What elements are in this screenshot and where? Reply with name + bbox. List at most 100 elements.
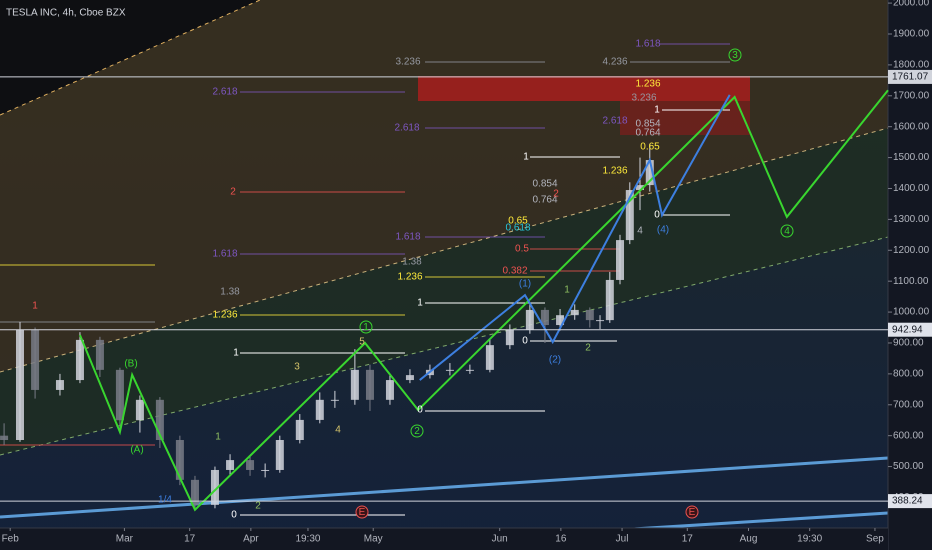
annotation: 2 (230, 187, 236, 198)
annotation: 0.854 (635, 119, 660, 130)
price-tag (888, 69, 932, 84)
price-tag-label: 388.24 (892, 496, 923, 507)
candle-body (31, 330, 40, 390)
y-tick-label: 900.00 (893, 338, 924, 349)
annotation: 4 (637, 226, 643, 237)
candle-body (246, 460, 255, 470)
candle-body (570, 309, 579, 316)
annotation: 3.236 (631, 93, 656, 104)
wave-marker-label: 3 (732, 50, 738, 61)
annotation: 0.764 (635, 128, 660, 139)
annotation: 2.618 (212, 87, 237, 98)
annotation: 0.65 (508, 216, 528, 227)
candle-body (485, 345, 494, 370)
dark-corner (0, 0, 260, 115)
y-tick-label: 1800.00 (893, 60, 930, 71)
annotation: (B) (124, 359, 137, 370)
candle-body (155, 399, 164, 440)
candle-body (405, 375, 414, 381)
annotation: 0 (231, 510, 237, 521)
y-tick-label: 1300.00 (893, 214, 930, 225)
candle-body (540, 309, 549, 326)
candle-body (115, 369, 124, 421)
annotation: 1 (32, 301, 38, 312)
annotation: 1.236 (602, 166, 627, 177)
annotation: 0 (654, 210, 660, 221)
wave-marker-label: 1 (363, 322, 369, 333)
target-zone (418, 76, 750, 101)
x-tick-label: 19:30 (797, 534, 822, 545)
price-axis (888, 0, 932, 550)
annotation: 2 (553, 189, 559, 200)
candle-body (596, 320, 605, 322)
channel-line (0, 236, 889, 456)
candle-body (445, 369, 454, 371)
candle-body (210, 469, 219, 505)
annotation: 1.236 (635, 79, 660, 90)
y-tick-label: 1100.00 (893, 276, 929, 287)
candle-body (605, 279, 614, 321)
annotation: 4.236 (602, 57, 627, 68)
y-tick-label: 800.00 (893, 369, 924, 380)
fib-levels (0, 43, 730, 446)
wave-marker (728, 48, 742, 62)
support-line (0, 456, 889, 519)
y-tick-label: 2000.00 (893, 0, 930, 9)
annotation: 1.618 (395, 232, 420, 243)
annotation: 2.618 (394, 123, 419, 134)
annotation: 1.38 (402, 257, 422, 268)
wave-line (419, 94, 731, 381)
annotation: 1 (417, 298, 423, 309)
candle-body (315, 399, 324, 420)
x-tick-label: May (364, 534, 383, 545)
x-tick-label: Jun (492, 534, 508, 545)
annotation: 1.618 (635, 39, 660, 50)
candle-body (465, 369, 474, 371)
candle-body (295, 419, 304, 440)
wave-marker-label: E (689, 507, 696, 518)
x-tick-label: 17 (682, 534, 694, 545)
wave-marker (355, 505, 369, 519)
annotation: 1.618 (212, 249, 237, 260)
annotation: (4) (657, 225, 669, 236)
annotation: 0 (522, 336, 528, 347)
price-tag (888, 322, 932, 337)
candle-body (226, 460, 235, 470)
candle-body (190, 479, 199, 505)
y-tick-label: 1900.00 (893, 29, 930, 40)
annotation: 1.236 (397, 272, 422, 283)
candle-body (0, 435, 9, 440)
annotation: 2 (255, 501, 261, 512)
candle-body (95, 339, 104, 370)
time-axis (0, 528, 888, 550)
candle-body (55, 380, 64, 390)
annotation: 4 (335, 425, 341, 436)
annotation: 3.236 (395, 57, 420, 68)
annotation: 1 (233, 348, 239, 359)
candle-body (525, 309, 534, 330)
annotation: 0 (417, 405, 423, 416)
x-tick-label: 19:30 (295, 534, 320, 545)
annotation: 1 (523, 152, 529, 163)
y-tick-label: 1500.00 (893, 152, 930, 163)
candle-body (350, 369, 359, 400)
channel-line (0, 127, 889, 373)
price-tag-label: 1761.07 (892, 72, 929, 83)
y-tick-label: 1000.00 (893, 307, 930, 318)
wave-marker (685, 505, 699, 519)
candle-body (135, 399, 144, 421)
x-tick-label: Mar (116, 534, 134, 545)
x-tick-label: Apr (243, 534, 259, 545)
annotation: 3 (294, 362, 300, 373)
candle-body (385, 380, 394, 400)
annotation: 1/4 (158, 495, 172, 506)
y-tick-label: 1700.00 (893, 90, 930, 101)
annotation: 0.382 (502, 266, 527, 277)
wave-marker (780, 224, 794, 238)
annotation: 5 (359, 337, 365, 348)
x-tick-label: 16 (555, 534, 567, 545)
annotation: (A) (130, 445, 143, 456)
candle-body (635, 185, 644, 191)
annotation: 0.5 (515, 244, 529, 255)
y-tick-label: 500.00 (893, 461, 924, 472)
